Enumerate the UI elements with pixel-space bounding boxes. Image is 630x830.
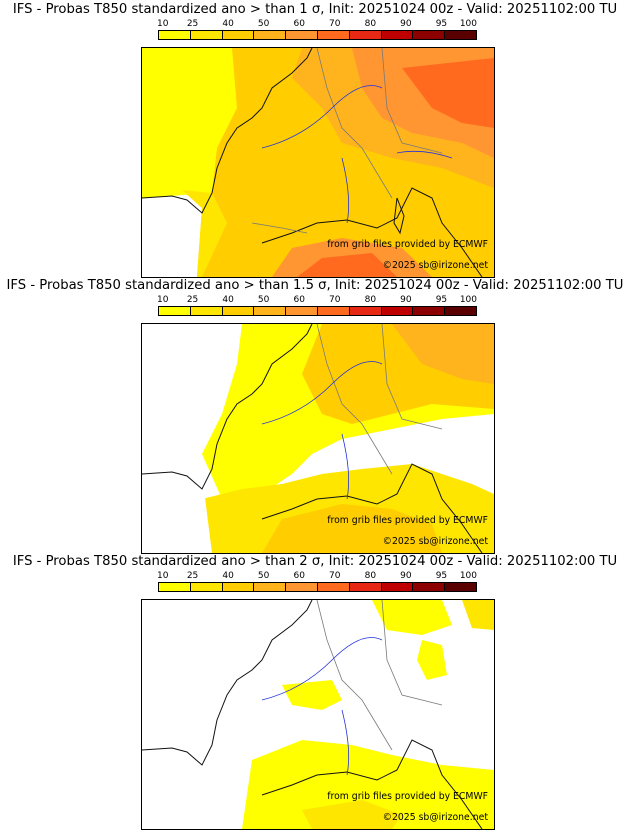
map-title: IFS - Probas T850 standardized ano > tha… <box>12 2 618 17</box>
colorbar-swatch <box>159 307 191 315</box>
colorbar-labels: 10 25 40 50 60 70 80 90 95 100 <box>157 295 477 305</box>
colorbar-tick-label: 80 <box>364 295 377 305</box>
colorbar-swatch <box>349 31 382 39</box>
map-panel-3: IFS - Probas T850 standardized ano > tha… <box>0 552 630 830</box>
colorbar <box>158 582 477 592</box>
colorbar-tick-label: 80 <box>364 19 377 29</box>
colorbar-swatch <box>190 31 223 39</box>
colorbar-tick-label: 60 <box>293 571 305 581</box>
colorbar-tick-label: 60 <box>293 19 305 29</box>
colorbar-tick-label: 95 <box>435 571 448 581</box>
map-title: IFS - Probas T850 standardized ano > tha… <box>12 554 618 569</box>
colorbar-tick-label: 80 <box>364 571 377 581</box>
colorbar-swatch <box>286 31 318 39</box>
colorbar-tick-label: 50 <box>257 571 270 581</box>
colorbar-tick-label: 50 <box>257 295 270 305</box>
colorbar-tick-label: 40 <box>222 19 234 29</box>
colorbar-tick-label: 50 <box>257 19 270 29</box>
colorbar-tick-label: 25 <box>186 19 199 29</box>
colorbar-swatch <box>413 307 446 315</box>
colorbar-tick-label: 90 <box>400 571 412 581</box>
colorbar-swatch <box>317 583 350 591</box>
colorbar-swatch <box>381 31 414 39</box>
colorbar-tick-label: 90 <box>400 19 412 29</box>
colorbar-labels: 10 25 40 50 60 70 80 90 95 100 <box>157 19 477 29</box>
colorbar-tick-label: 90 <box>400 295 412 305</box>
colorbar-tick-label: 95 <box>435 19 448 29</box>
colorbar-swatch <box>254 31 287 39</box>
colorbar-swatch <box>445 583 476 591</box>
colorbar-swatch <box>190 307 223 315</box>
map-area: from grib files provided by ECMWF ©2025 … <box>141 599 495 830</box>
colorbar-swatch <box>445 307 476 315</box>
colorbar-swatch <box>381 583 414 591</box>
colorbar <box>158 30 477 40</box>
colorbar-swatch <box>254 307 287 315</box>
colorbar-swatch <box>222 31 255 39</box>
colorbar-tick-label: 10 <box>157 295 169 305</box>
colorbar-tick-label: 60 <box>293 295 305 305</box>
colorbar-swatch <box>445 31 476 39</box>
colorbar-swatch <box>254 583 287 591</box>
map-panel-1: IFS - Probas T850 standardized ano > tha… <box>0 0 630 278</box>
credit-source: from grib files provided by ECMWF <box>327 791 488 802</box>
colorbar-swatch <box>222 307 255 315</box>
colorbar-swatch <box>159 31 191 39</box>
map-panel-2: IFS - Probas T850 standardized ano > tha… <box>0 276 630 554</box>
colorbar-swatch <box>190 583 223 591</box>
credit-source: from grib files provided by ECMWF <box>327 515 488 526</box>
colorbar-tick-label: 95 <box>435 295 448 305</box>
colorbar-swatch <box>413 583 446 591</box>
colorbar-tick-label: 70 <box>329 19 341 29</box>
colorbar-tick-label: 10 <box>157 19 169 29</box>
colorbar-swatch <box>317 307 350 315</box>
credit-copyright: ©2025 sb@irizone.net <box>382 812 488 823</box>
colorbar-swatch <box>317 31 350 39</box>
colorbar-tick-label: 100 <box>459 571 477 581</box>
colorbar-swatch <box>349 583 382 591</box>
colorbar-swatch <box>159 583 191 591</box>
colorbar-labels: 10 25 40 50 60 70 80 90 95 100 <box>157 571 477 581</box>
map-title: IFS - Probas T850 standardized ano > tha… <box>6 278 624 293</box>
credit-copyright: ©2025 sb@irizone.net <box>382 260 488 271</box>
colorbar-tick-label: 100 <box>459 19 477 29</box>
map-area: from grib files provided by ECMWF ©2025 … <box>141 47 495 278</box>
colorbar-tick-label: 25 <box>186 295 199 305</box>
colorbar-tick-label: 40 <box>222 295 234 305</box>
colorbar-tick-label: 100 <box>459 295 477 305</box>
colorbar-tick-label: 40 <box>222 571 234 581</box>
credit-source: from grib files provided by ECMWF <box>327 239 488 250</box>
colorbar-swatch <box>349 307 382 315</box>
colorbar-swatch <box>286 583 318 591</box>
colorbar-swatch <box>381 307 414 315</box>
colorbar-swatch <box>286 307 318 315</box>
colorbar <box>158 306 477 316</box>
map-area: from grib files provided by ECMWF ©2025 … <box>141 323 495 554</box>
colorbar-tick-label: 70 <box>329 295 341 305</box>
colorbar-swatch <box>222 583 255 591</box>
colorbar-tick-label: 70 <box>329 571 341 581</box>
colorbar-tick-label: 10 <box>157 571 169 581</box>
credit-copyright: ©2025 sb@irizone.net <box>382 536 488 547</box>
colorbar-swatch <box>413 31 446 39</box>
colorbar-tick-label: 25 <box>186 571 199 581</box>
